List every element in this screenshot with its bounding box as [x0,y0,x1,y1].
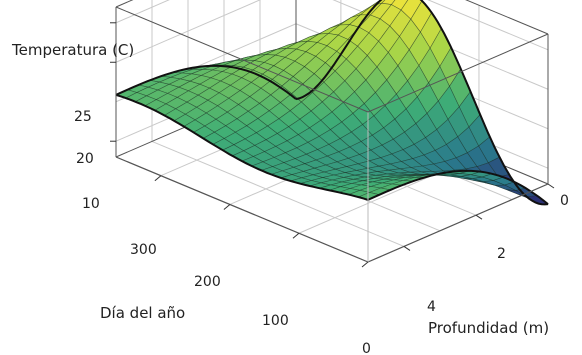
box-edge [115,6,369,113]
grid-line [115,0,261,63]
z-tick-25: 25 [74,109,92,125]
depth-tick-4: 4 [427,299,436,315]
day-tick-mark [223,204,231,210]
grid-line [151,140,405,247]
day-tick-200: 200 [194,274,221,290]
day-tick-mark [154,175,162,182]
surface-edge-day0 [367,169,549,205]
plot-box-front [110,0,555,268]
box-edge [115,156,369,263]
box-edge [465,0,549,35]
depth-tick-0: 0 [560,193,569,209]
depth-axis-label: Profundidad (m) [428,319,549,337]
box-edge [115,0,134,8]
box-edge [367,183,549,263]
depth-tick-mark [475,214,483,220]
z-tick-20: 20 [76,151,94,167]
z-axis-label: Temperatura (C) [11,41,134,59]
temperature-surface [115,0,549,206]
surface-edge-day365 [115,64,297,100]
day-axis-label: Día del año [100,304,185,322]
grid-line [427,0,549,51]
surface-edge-depth0 [295,0,549,206]
z-tick-10: 10 [82,196,100,212]
depth-tick-mark [403,245,411,251]
day-tick-mark [361,261,369,268]
day-tick-100: 100 [262,313,289,329]
box-edge [367,33,549,113]
depth-tick-mark [547,183,555,189]
grid-line [115,0,170,24]
surface-edge-depth5 [115,93,369,201]
day-tick-mark [292,232,300,239]
depth-tick-2: 2 [497,246,506,262]
day-tick-300: 300 [130,242,157,258]
day-tick-0: 0 [362,341,371,355]
